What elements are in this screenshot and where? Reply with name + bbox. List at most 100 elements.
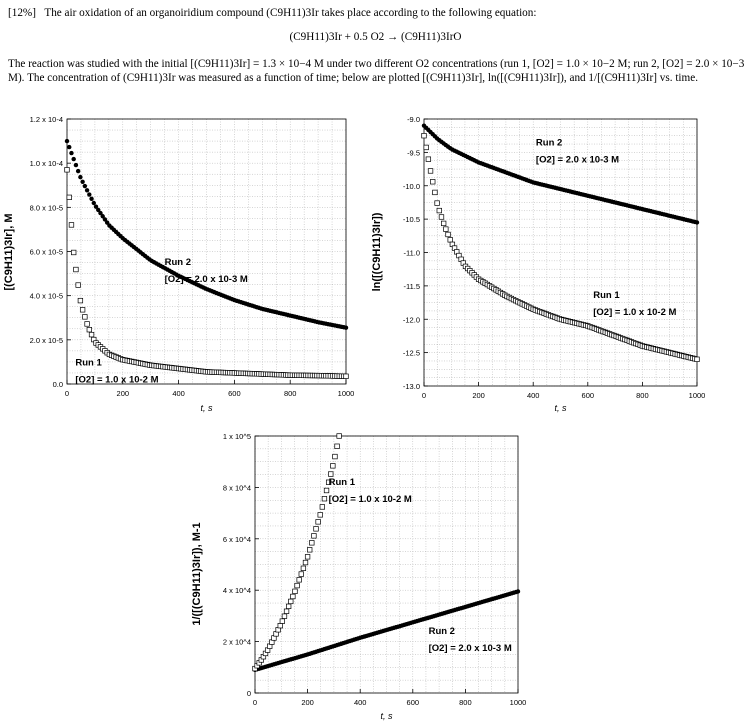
x-tick-label: 200 <box>117 389 130 398</box>
data-point-run-1 <box>436 207 442 214</box>
y-tick-label: 0.0 <box>53 380 63 389</box>
data-point-run-2 <box>78 174 83 180</box>
y-tick-label: 4 x 10^4 <box>223 586 251 595</box>
data-point-run-1 <box>434 200 440 206</box>
data-point-run-1 <box>441 220 447 227</box>
reaction-equation: (C9H11)3Ir + 0.5 O2 → (C9H11)3IrO <box>289 31 462 43</box>
y-tick-label: 2 x 10^4 <box>223 638 251 647</box>
data-point-run-1 <box>421 133 427 139</box>
data-point-run-2 <box>69 150 74 156</box>
x-tick-label: 600 <box>228 389 241 398</box>
data-point-run-1 <box>332 453 338 460</box>
data-point-run-2 <box>80 179 85 185</box>
y-tick-label: -11.5 <box>403 282 420 291</box>
y-tick-label: -12.5 <box>403 349 420 358</box>
data-point-run-1 <box>423 144 429 151</box>
chart-1: 0 200 400 600 800 1000 0.0 2.0 x 10-5 4.0 x 10-5… <box>3 115 354 413</box>
y-axis-label: ln([(C9H11)3Ir]) <box>371 212 383 291</box>
series-label-run2: Run 2 <box>165 257 191 268</box>
series-condition-run1: [O2] = 1.0 x 10-2 M <box>593 307 676 318</box>
y-tick-label: 2.0 x 10-5 <box>30 336 63 345</box>
series-condition-run2: [O2] = 2.0 x 10-3 M <box>536 155 619 166</box>
x-tick-label: 800 <box>636 391 649 400</box>
data-point-run-1 <box>307 547 313 553</box>
data-point-run-1 <box>309 540 315 546</box>
data-point-run-1 <box>438 214 445 220</box>
problem-weight: [12%] <box>8 7 36 19</box>
data-point-run-1 <box>286 603 292 609</box>
data-point-run-1 <box>75 282 81 288</box>
x-axis-label: t, s <box>380 711 393 721</box>
data-point-run-1 <box>319 504 325 510</box>
data-point-run-1 <box>86 327 92 333</box>
data-point-run-2 <box>515 589 521 594</box>
series-condition-run2: [O2] = 2.0 x 10-3 M <box>165 274 248 285</box>
x-tick-label: 200 <box>301 698 314 707</box>
data-point-run-1 <box>334 443 340 449</box>
y-tick-label: -10.5 <box>403 215 420 224</box>
series-label-run1: Run 1 <box>329 477 356 488</box>
x-tick-label: 600 <box>582 391 595 400</box>
data-point-run-2 <box>87 192 92 197</box>
data-point-run-1 <box>304 554 311 560</box>
x-tick-label: 800 <box>459 698 472 707</box>
data-point-run-1 <box>328 471 334 477</box>
data-point-run-1 <box>325 479 332 485</box>
data-point-run-2 <box>82 183 88 189</box>
data-point-run-2 <box>75 168 81 174</box>
x-tick-label: 1000 <box>510 698 527 707</box>
y-tick-label: 6.0 x 10-5 <box>30 248 63 257</box>
data-point-run-1 <box>313 526 319 532</box>
y-tick-label: 8 x 10^4 <box>223 483 251 492</box>
problem-header: [12%] The air oxidation of an organoirid… <box>8 6 748 20</box>
data-point-run-2 <box>73 162 79 168</box>
x-tick-label: 400 <box>527 391 540 400</box>
series-label-run1: Run 1 <box>593 290 620 301</box>
data-point-run-2 <box>98 210 103 216</box>
x-tick-label: 1000 <box>689 391 706 400</box>
data-point-run-1 <box>73 266 79 273</box>
y-tick-label: -13.0 <box>403 382 420 391</box>
y-tick-label: -9.5 <box>407 148 420 157</box>
problem-description: The reaction was studied with the initia… <box>8 58 745 84</box>
data-point-run-1 <box>425 156 432 162</box>
data-point-run-1 <box>290 593 296 600</box>
problem-intro: The air oxidation of an organoiridium co… <box>44 7 537 19</box>
y-tick-label: -10.0 <box>403 182 420 191</box>
data-point-run-1 <box>311 533 317 539</box>
data-point-run-1 <box>71 249 77 256</box>
data-point-run-1 <box>296 577 302 583</box>
series-label-run1: Run 1 <box>75 357 102 368</box>
data-point-run-1 <box>445 231 451 238</box>
data-point-run-1 <box>281 613 288 619</box>
data-point-run-1 <box>315 519 321 525</box>
series-label-run2: Run 2 <box>429 626 455 637</box>
plot-frame <box>254 435 519 694</box>
data-point-run-1 <box>82 314 88 320</box>
data-point-run-1 <box>279 618 286 624</box>
data-point-run-1 <box>343 373 349 379</box>
y-tick-label: -12.0 <box>403 315 420 324</box>
data-point-run-2 <box>96 207 101 213</box>
x-tick-label: 0 <box>65 389 69 398</box>
data-point-run-2 <box>343 325 349 330</box>
y-tick-label: 4.0 x 10-5 <box>30 292 63 301</box>
x-tick-label: 600 <box>407 698 420 707</box>
data-point-run-1 <box>294 582 300 589</box>
data-point-run-1 <box>323 487 330 494</box>
y-tick-label: 0 <box>247 689 251 698</box>
data-point-run-1 <box>298 571 304 577</box>
data-point-run-1 <box>302 559 309 566</box>
data-point-run-1 <box>694 356 700 362</box>
x-tick-label: 0 <box>422 391 426 400</box>
data-point-run-1 <box>77 297 84 304</box>
data-point-run-1 <box>317 512 323 518</box>
x-tick-label: 400 <box>354 698 367 707</box>
y-tick-label: 1.0 x 10-4 <box>30 159 63 168</box>
series-condition-run1: [O2] = 1.0 x 10-2 M <box>75 374 158 385</box>
series-condition-run2: [O2] = 2.0 x 10-3 M <box>429 643 512 654</box>
data-point-run-1 <box>64 167 70 173</box>
y-tick-label: 1 x 10^5 <box>223 432 251 441</box>
data-point-run-2 <box>694 220 700 225</box>
